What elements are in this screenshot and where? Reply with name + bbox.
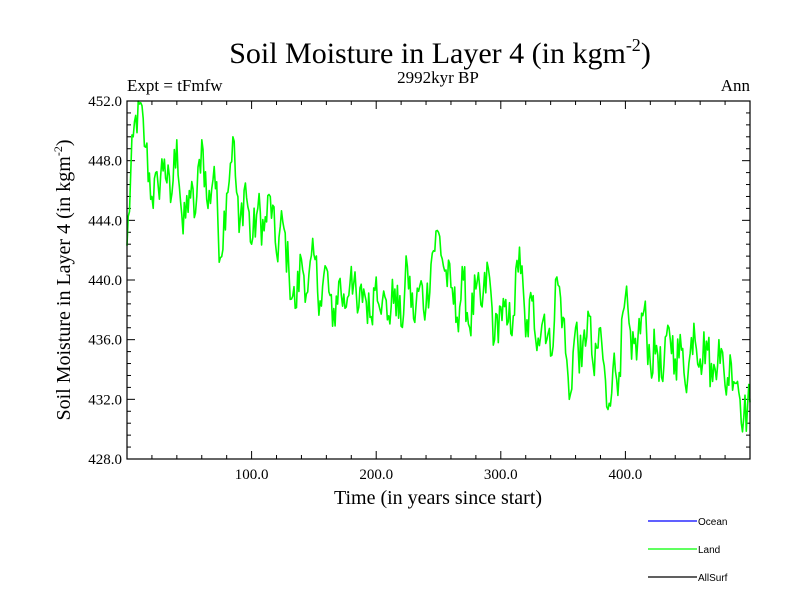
series-line-land [126,100,751,433]
chart-title-superscript: -2 [626,35,641,55]
subtitle-right: Ann [721,76,751,95]
x-tick-label: 200.0 [359,467,393,483]
chart-title-close: ) [641,37,651,70]
chart-title-main: Soil Moisture in Layer 4 (in kgm [229,37,626,70]
x-axis-label: Time (in years since start) [334,487,542,509]
x-tick-label: 100.0 [235,467,269,483]
y-axis-label-close: ) [53,139,75,146]
y-tick-label: 428.0 [88,452,122,468]
x-tick-label: 400.0 [609,467,643,483]
x-tick-label: 300.0 [484,467,518,483]
y-tick-label: 448.0 [88,154,122,170]
subtitle-center: 2992kyr BP [397,68,479,87]
plot-frame [126,100,751,460]
y-axis-label-superscript: -2 [51,146,65,156]
legend-label-land: Land [698,545,720,556]
subtitle-left: Expt = tFmfw [127,76,223,95]
plot-area: 100.0 200.0 300.0 400.0 428.0 432.0 436.0 440.0… [88,94,751,483]
chart-title: Soil Moisture in Layer 4 (in kgm-2) [229,35,651,70]
y-tick-label: 444.0 [88,213,122,229]
y-tick-label: 452.0 [88,94,122,110]
y-tick-label: 432.0 [88,392,122,408]
legend-label-allsurf: AllSurf [698,573,728,584]
y-tick-label: 436.0 [88,333,122,349]
legend: Ocean Land AllSurf [648,517,728,584]
legend-label-ocean: Ocean [698,517,727,528]
y-axis-label-main: Soil Moisture in Layer 4 (in kgm [53,156,75,421]
y-axis-label: Soil Moisture in Layer 4 (in kgm-2) [51,139,75,420]
y-tick-label: 440.0 [88,273,122,289]
